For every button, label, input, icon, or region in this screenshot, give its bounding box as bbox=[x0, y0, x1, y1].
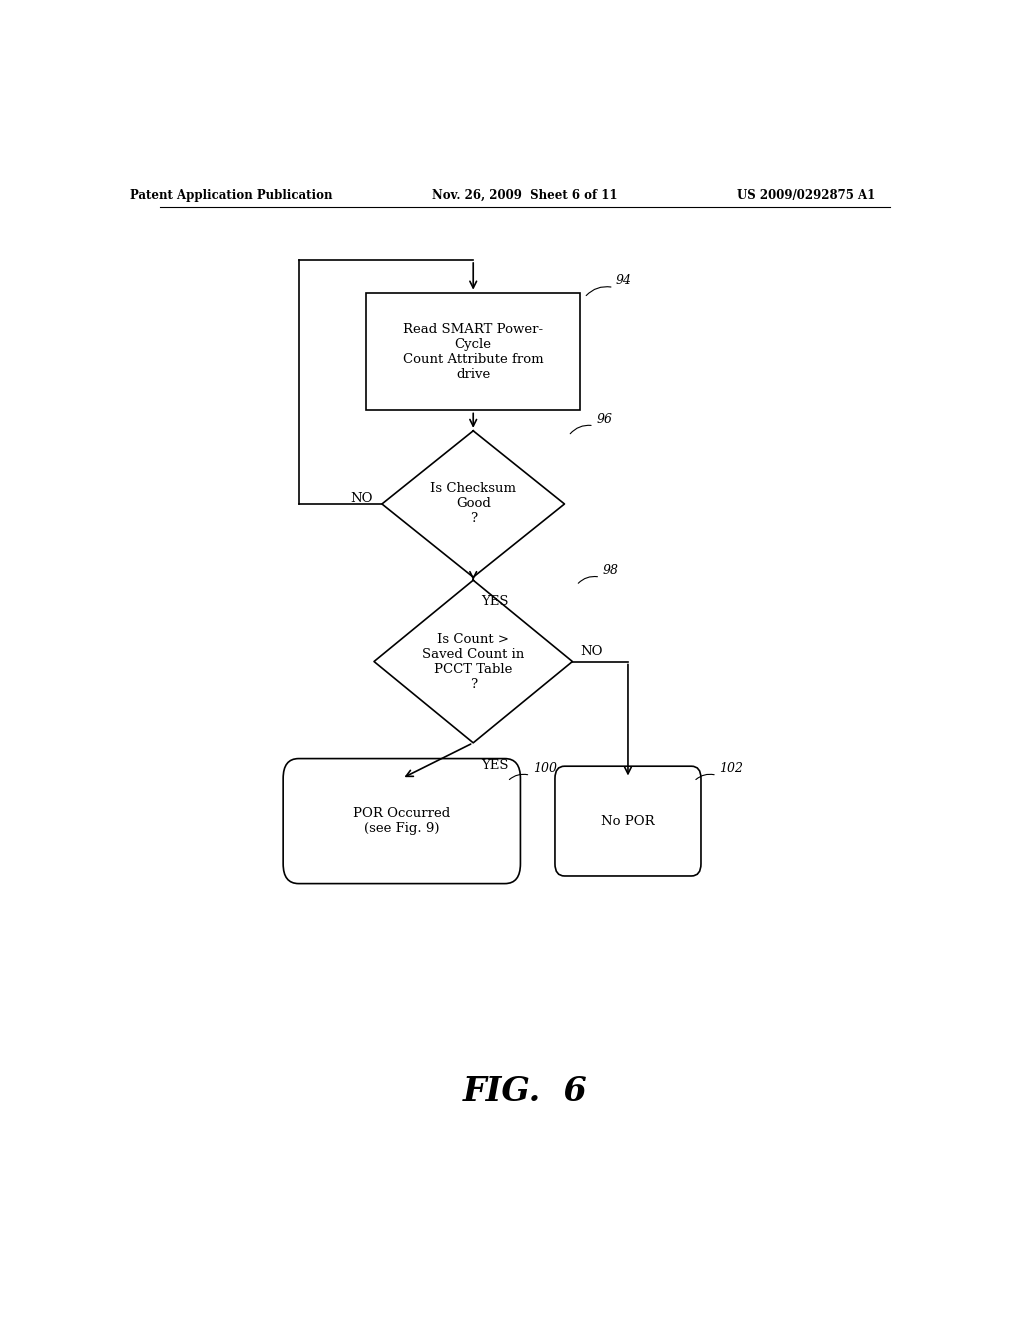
Text: 100: 100 bbox=[532, 763, 557, 775]
Text: 98: 98 bbox=[602, 564, 618, 577]
Text: Read SMART Power-
Cycle
Count Attribute from
drive: Read SMART Power- Cycle Count Attribute … bbox=[402, 322, 544, 380]
Text: FIG.  6: FIG. 6 bbox=[463, 1074, 587, 1107]
FancyBboxPatch shape bbox=[555, 766, 701, 876]
Text: YES: YES bbox=[481, 759, 509, 772]
Text: US 2009/0292875 A1: US 2009/0292875 A1 bbox=[737, 189, 876, 202]
Text: NO: NO bbox=[581, 645, 603, 657]
Text: Patent Application Publication: Patent Application Publication bbox=[130, 189, 333, 202]
Text: NO: NO bbox=[350, 492, 373, 506]
Text: Nov. 26, 2009  Sheet 6 of 11: Nov. 26, 2009 Sheet 6 of 11 bbox=[432, 189, 617, 202]
FancyBboxPatch shape bbox=[284, 759, 520, 883]
Text: Is Checksum
Good
?: Is Checksum Good ? bbox=[430, 483, 516, 525]
Text: 96: 96 bbox=[596, 413, 612, 426]
FancyBboxPatch shape bbox=[367, 293, 581, 411]
Text: No POR: No POR bbox=[601, 814, 654, 828]
Text: 94: 94 bbox=[616, 275, 632, 288]
Text: POR Occurred
(see Fig. 9): POR Occurred (see Fig. 9) bbox=[353, 807, 451, 836]
Text: 102: 102 bbox=[719, 763, 743, 775]
Text: Is Count >
Saved Count in
PCCT Table
?: Is Count > Saved Count in PCCT Table ? bbox=[422, 632, 524, 690]
Text: YES: YES bbox=[481, 595, 509, 609]
